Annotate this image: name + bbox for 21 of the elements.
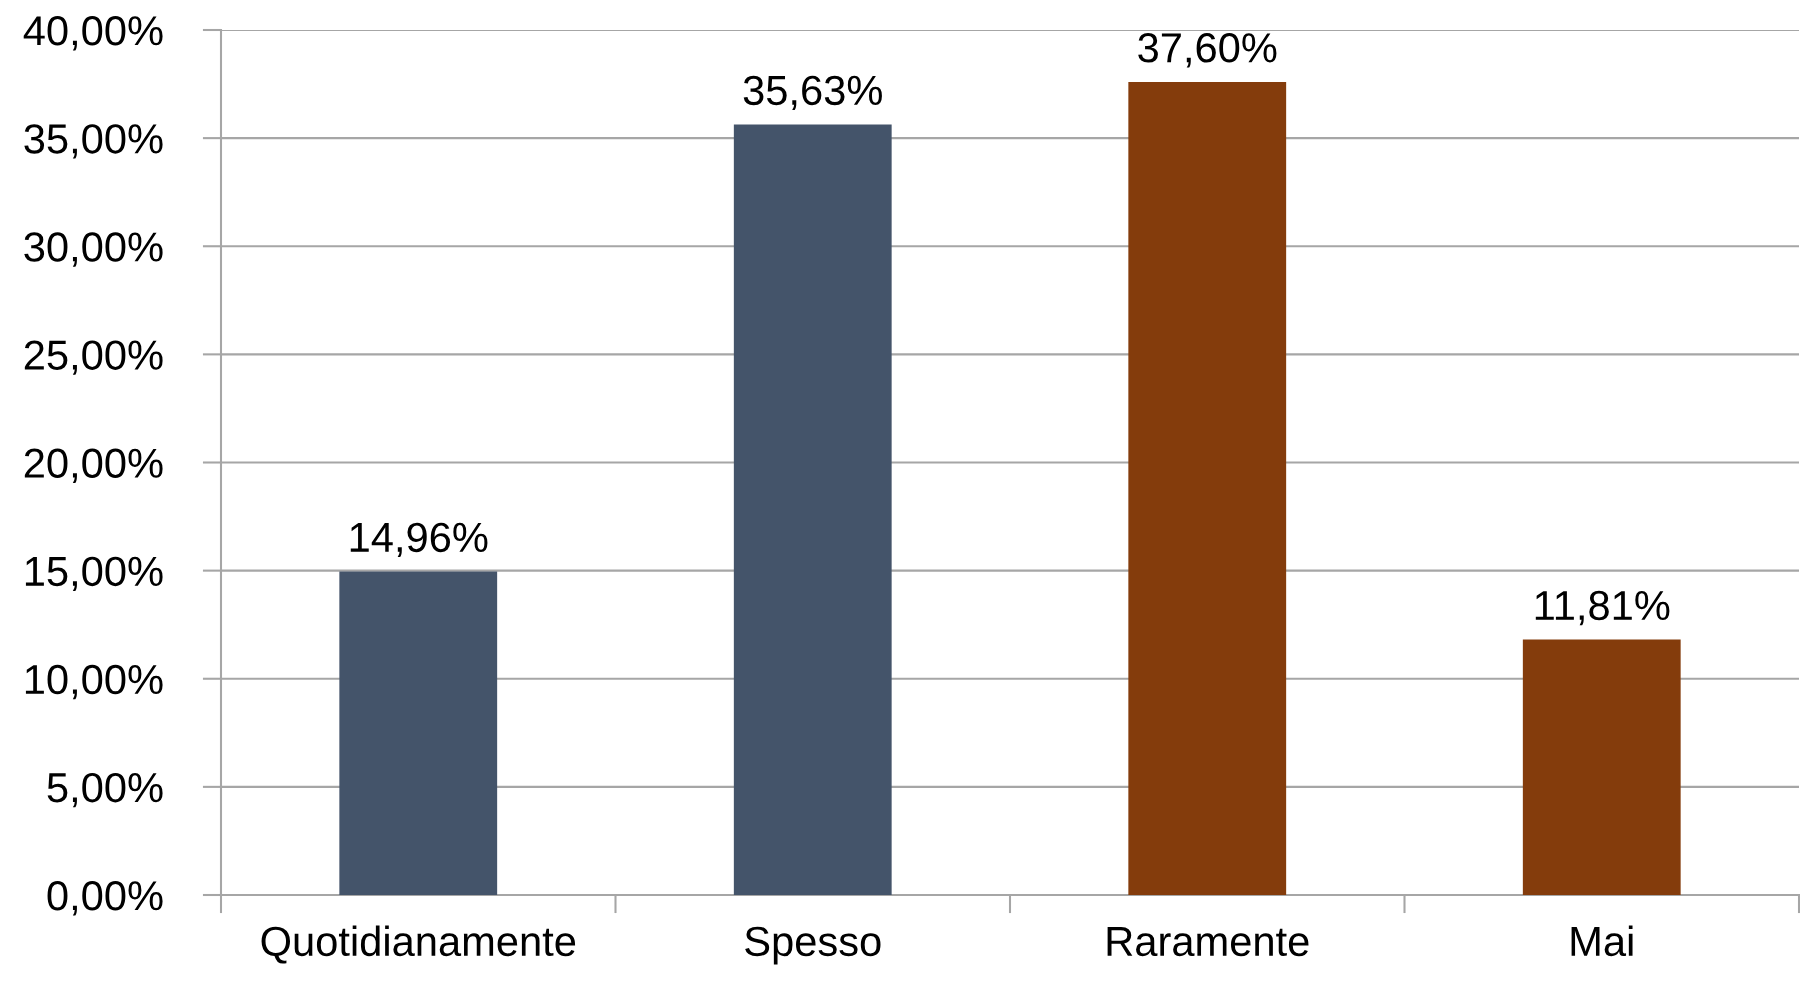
bar [339, 571, 498, 895]
data-label: 35,63% [743, 75, 882, 111]
x-tick-label: Raramente [1107, 927, 1309, 957]
y-tick-label: 15,00% [25, 556, 163, 592]
y-tick-label: 0,00% [47, 881, 163, 916]
y-tick-label: 20,00% [24, 448, 163, 483]
y-tick-label: 10,00% [25, 664, 163, 700]
data-label: 37,60% [1138, 33, 1277, 68]
data-label: 14,96% [350, 522, 488, 558]
x-tick-label: Spesso [745, 926, 881, 965]
bar [733, 124, 892, 895]
y-tick-label: 25,00% [24, 340, 163, 375]
y-tick-label: 5,00% [47, 772, 163, 808]
y-tick-label: 30,00% [24, 232, 163, 267]
bar [1522, 639, 1681, 895]
data-label: 11,81% [1535, 590, 1670, 626]
x-tick-label: Mai [1571, 925, 1633, 957]
bar [1128, 81, 1287, 895]
x-tick-label: Quotidianamente [261, 925, 576, 964]
y-tick-label: 35,00% [24, 124, 163, 159]
y-tick-label: 40,00% [23, 16, 163, 51]
